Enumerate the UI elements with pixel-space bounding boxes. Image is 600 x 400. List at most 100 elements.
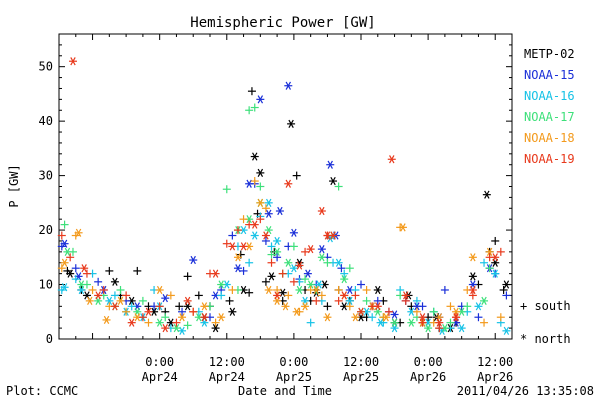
north-point	[468, 285, 477, 295]
north-point	[317, 245, 326, 254]
north-point	[452, 313, 461, 322]
north-point	[60, 283, 69, 292]
south-point	[245, 106, 254, 115]
north-point	[329, 176, 338, 186]
south-point	[222, 239, 231, 248]
x-tick-label: 0:00	[414, 355, 443, 369]
south-point	[211, 318, 220, 327]
x-tick-label: 12:00	[209, 355, 245, 369]
north-point	[74, 228, 83, 237]
north-point	[110, 302, 119, 311]
south-point	[412, 307, 421, 316]
south-point	[261, 236, 270, 245]
south-point	[334, 285, 343, 294]
legend-south-marker: + south	[520, 299, 571, 313]
south-point	[228, 231, 237, 240]
north-point	[200, 313, 209, 322]
south-point	[446, 318, 455, 327]
south-point	[345, 264, 354, 273]
south-point	[289, 277, 298, 286]
north-point	[435, 318, 444, 327]
north-point	[491, 258, 500, 267]
north-point	[250, 152, 259, 161]
north-point	[94, 291, 103, 300]
north-point	[60, 258, 69, 267]
south-point	[267, 258, 276, 267]
north-point	[264, 209, 273, 218]
north-point	[301, 302, 310, 311]
north-point	[407, 318, 416, 327]
north-point	[287, 119, 296, 128]
north-point	[200, 318, 209, 327]
north-point	[376, 318, 385, 327]
south-point	[189, 307, 198, 316]
north-point	[256, 198, 265, 207]
north-point	[334, 258, 343, 267]
north-point	[351, 313, 360, 322]
south-point	[317, 291, 326, 300]
south-point	[412, 296, 421, 305]
north-point	[382, 313, 391, 322]
south-point	[245, 258, 254, 267]
legend-entry: NOAA-18	[524, 131, 575, 145]
south-point	[122, 307, 131, 316]
legend-entry: NOAA-16	[524, 89, 575, 103]
south-point	[99, 285, 108, 294]
north-point	[273, 236, 282, 246]
north-point	[424, 324, 433, 333]
south-point	[239, 215, 248, 224]
south-point	[57, 264, 66, 273]
y-tick-label: 0	[46, 332, 53, 346]
north-point	[183, 302, 192, 311]
north-point	[303, 269, 312, 278]
north-point	[435, 313, 444, 322]
north-point	[457, 324, 466, 333]
north-point	[326, 160, 335, 169]
north-point	[217, 313, 226, 322]
north-point	[264, 225, 273, 235]
south-point	[401, 296, 410, 305]
south-point	[127, 302, 136, 311]
north-point	[85, 296, 94, 305]
south-point	[161, 313, 170, 322]
legend-entry: NOAA-15	[524, 68, 575, 82]
north-point	[233, 253, 242, 262]
y-tick-label: 40	[39, 114, 53, 128]
north-point	[66, 269, 75, 278]
north-point	[233, 264, 242, 273]
north-point	[161, 324, 170, 333]
legend-entry: METP-02	[524, 47, 575, 61]
north-point	[273, 296, 282, 305]
north-point	[256, 168, 265, 177]
south-point	[306, 318, 315, 327]
north-point	[105, 296, 114, 305]
north-point	[401, 291, 410, 300]
north-point	[468, 253, 477, 262]
south-point	[337, 264, 346, 273]
south-point	[57, 231, 66, 240]
north-point	[211, 324, 220, 333]
south-point	[340, 269, 349, 278]
north-point	[77, 280, 86, 289]
south-point	[217, 291, 226, 300]
south-point	[474, 313, 483, 322]
south-point	[499, 285, 508, 294]
south-point	[502, 291, 511, 300]
north-point	[480, 296, 489, 305]
north-point	[373, 302, 382, 311]
north-point	[94, 296, 103, 305]
y-tick-label: 30	[39, 169, 53, 183]
south-point	[122, 291, 131, 300]
south-point	[110, 291, 119, 300]
x-tick-label: 0:00	[145, 355, 174, 369]
north-point	[264, 285, 273, 295]
north-point	[317, 206, 326, 216]
south-point	[71, 275, 80, 284]
north-point	[127, 318, 136, 327]
south-point	[284, 291, 293, 300]
north-point	[284, 179, 293, 188]
north-point	[390, 310, 399, 319]
south-point	[351, 291, 360, 300]
x-tick-label: 12:00	[477, 355, 513, 369]
north-point	[264, 198, 273, 207]
